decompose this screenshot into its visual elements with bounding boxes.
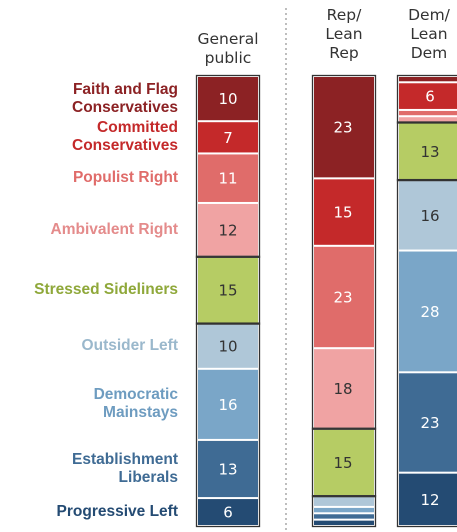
- data-label: 13: [420, 143, 439, 161]
- column-2: 6 13 16 28 23 12: [396, 74, 457, 528]
- bar-segment: [399, 110, 457, 116]
- data-label: 15: [333, 204, 352, 222]
- row-label-0: Faith and Flag Conservatives: [72, 80, 178, 116]
- data-label: 6: [425, 88, 435, 106]
- data-label: 28: [420, 303, 439, 321]
- data-label: 10: [218, 338, 237, 356]
- bar-segment: [198, 257, 258, 323]
- bar-segment: [198, 154, 258, 202]
- row-label-8: Progressive Left: [56, 503, 178, 521]
- bar-segment: [198, 203, 258, 256]
- group-outline: [311, 427, 377, 498]
- data-label: 16: [420, 207, 439, 225]
- bar-segment: [198, 440, 258, 498]
- row-label-6: Democratic Mainstays: [93, 386, 178, 422]
- data-label: 23: [333, 119, 352, 137]
- bar-segment: [314, 514, 374, 519]
- group-outline: [195, 322, 261, 528]
- bar-segment: [399, 77, 457, 82]
- bar-segment: [198, 122, 258, 153]
- data-label: 12: [420, 491, 439, 509]
- bar-segment: [314, 507, 374, 513]
- group-outline: [311, 74, 377, 430]
- bar-segment: [314, 179, 374, 245]
- bar-segment: [399, 181, 457, 250]
- data-label: 13: [218, 461, 237, 479]
- row-label-7: Establishment Liberals: [72, 451, 178, 486]
- bar-segment: [399, 123, 457, 180]
- data-label: 18: [333, 380, 352, 398]
- bar-segment: [399, 473, 457, 525]
- column-header-1: Rep/ Lean Rep: [325, 6, 363, 62]
- bar-segment: [314, 349, 374, 428]
- column-0: 10 7 11 12 15 10 16 13 6: [195, 74, 261, 528]
- data-label: 23: [420, 414, 439, 432]
- group-outline: [195, 255, 261, 325]
- group-outline: [396, 121, 457, 182]
- row-label-4: Stressed Sideliners: [34, 281, 178, 299]
- row-label-5: Outsider Left: [81, 337, 178, 355]
- data-label: 15: [218, 282, 237, 300]
- data-label: 16: [218, 396, 237, 414]
- bar-segment: [399, 251, 457, 372]
- bar-segment: [314, 497, 374, 506]
- bar-segment: [198, 324, 258, 368]
- column-header-0: General public: [197, 30, 259, 67]
- data-label: 7: [223, 129, 233, 147]
- group-outline: [396, 74, 457, 124]
- bar-segment: [314, 246, 374, 348]
- data-label: 12: [218, 221, 237, 239]
- group-outline: [396, 178, 457, 528]
- group-outline: [195, 74, 261, 258]
- bar-segment: [314, 429, 374, 496]
- row-label-2: Populist Right: [72, 169, 178, 187]
- bar-segment: [314, 77, 374, 178]
- bar-segment: [399, 373, 457, 472]
- group-outline: [311, 495, 377, 528]
- data-label: 15: [333, 454, 352, 472]
- bar-segment: [198, 499, 258, 525]
- data-label: 6: [223, 504, 233, 522]
- bar-segment: [399, 83, 457, 109]
- row-label-1: Committed Conservatives: [72, 119, 178, 155]
- data-label: 11: [218, 170, 237, 188]
- data-label: 23: [333, 289, 352, 307]
- bar-segment: [198, 369, 258, 439]
- data-label: 10: [218, 90, 237, 108]
- row-label-3: Ambivalent Right: [50, 220, 178, 238]
- column-header-2: Dem/ Lean Dem: [408, 6, 450, 62]
- bar-segment: [198, 77, 258, 121]
- bar-segment: [399, 117, 457, 122]
- bar-segment: [314, 520, 374, 525]
- column-1: 23 15 23 18 15: [311, 74, 377, 528]
